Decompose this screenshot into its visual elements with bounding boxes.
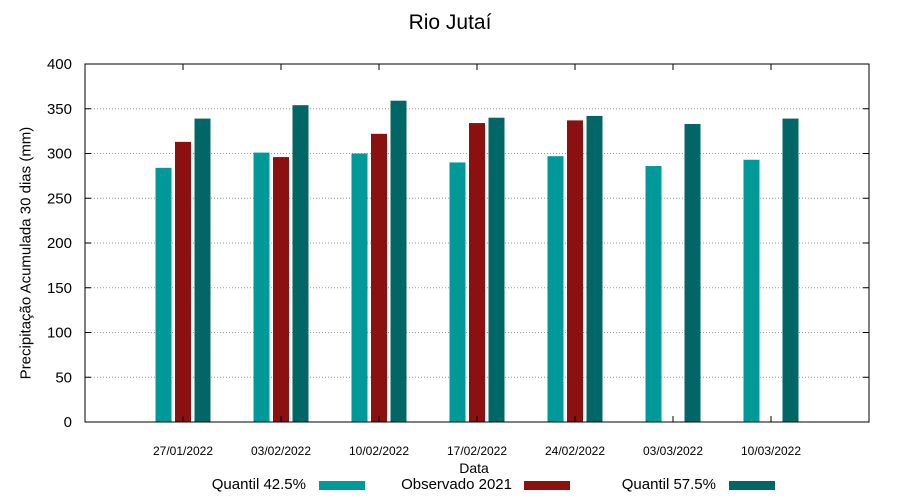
legend-label-quantil-57: Quantil 57.5%	[621, 476, 716, 493]
y-tick-label: 150	[47, 280, 72, 297]
bar-quantil-57	[390, 100, 407, 422]
x-tick-label: 03/03/2022	[643, 444, 703, 458]
y-tick-label: 50	[55, 369, 72, 386]
x-tick-label: 10/03/2022	[741, 444, 801, 458]
chart-title: Rio Jutaí	[408, 11, 492, 34]
bars	[155, 100, 799, 423]
bar-quantil-42	[449, 162, 466, 422]
legend-swatch-observado	[524, 481, 570, 490]
x-tick-label: 24/02/2022	[545, 444, 605, 458]
bar-observado	[175, 141, 191, 423]
bar-quantil-42	[743, 159, 760, 422]
plot-frame	[84, 63, 870, 423]
bar-quantil-57	[488, 117, 505, 422]
bar-quantil-57	[292, 105, 309, 423]
x-tick-label: 17/02/2022	[447, 444, 507, 458]
bar-quantil-42	[351, 153, 368, 422]
bar-quantil-42	[645, 166, 662, 422]
legend-label-observado: Observado 2021	[401, 476, 512, 493]
y-axis-label: Precipitação Acumulada 30 dias (mm)	[17, 126, 35, 380]
legend: Quantil 42.5% Observado 2021 Quantil 57.…	[0, 476, 900, 496]
bar-quantil-42	[253, 152, 270, 423]
y-tick-label: 400	[47, 56, 72, 73]
bar-quantil-42	[547, 156, 564, 422]
y-tick-label: 0	[64, 414, 72, 431]
y-tick-label: 100	[47, 325, 72, 342]
legend-swatch-quantil-57	[729, 481, 775, 490]
bar-quantil-42	[155, 167, 172, 422]
x-axis-ticks: 27/01/2022 03/02/2022 10/02/2022 17/02/2022…	[153, 64, 801, 458]
x-tick-label: 03/02/2022	[251, 444, 311, 458]
bar-observado	[273, 157, 289, 422]
x-axis-label: Data	[459, 460, 489, 476]
bar-observado	[567, 120, 583, 422]
y-tick-label: 200	[47, 235, 72, 252]
bar-quantil-57	[194, 118, 211, 422]
bar-observado	[469, 123, 485, 422]
bar-quantil-57	[684, 123, 701, 422]
legend-swatch-quantil-42	[319, 481, 365, 490]
y-tick-label: 250	[47, 190, 72, 207]
y-tick-label: 300	[47, 146, 72, 163]
bar-quantil-57	[782, 118, 799, 422]
y-tick-label: 350	[47, 101, 72, 118]
legend-label-quantil-42: Quantil 42.5%	[211, 476, 306, 493]
y-axis-ticks: 0 50 100 150 200 250 300 350 400	[47, 56, 869, 431]
bar-observado	[371, 133, 387, 422]
bar-quantil-57	[586, 115, 603, 422]
x-tick-label: 10/02/2022	[349, 444, 409, 458]
x-tick-label: 27/01/2022	[153, 444, 213, 458]
